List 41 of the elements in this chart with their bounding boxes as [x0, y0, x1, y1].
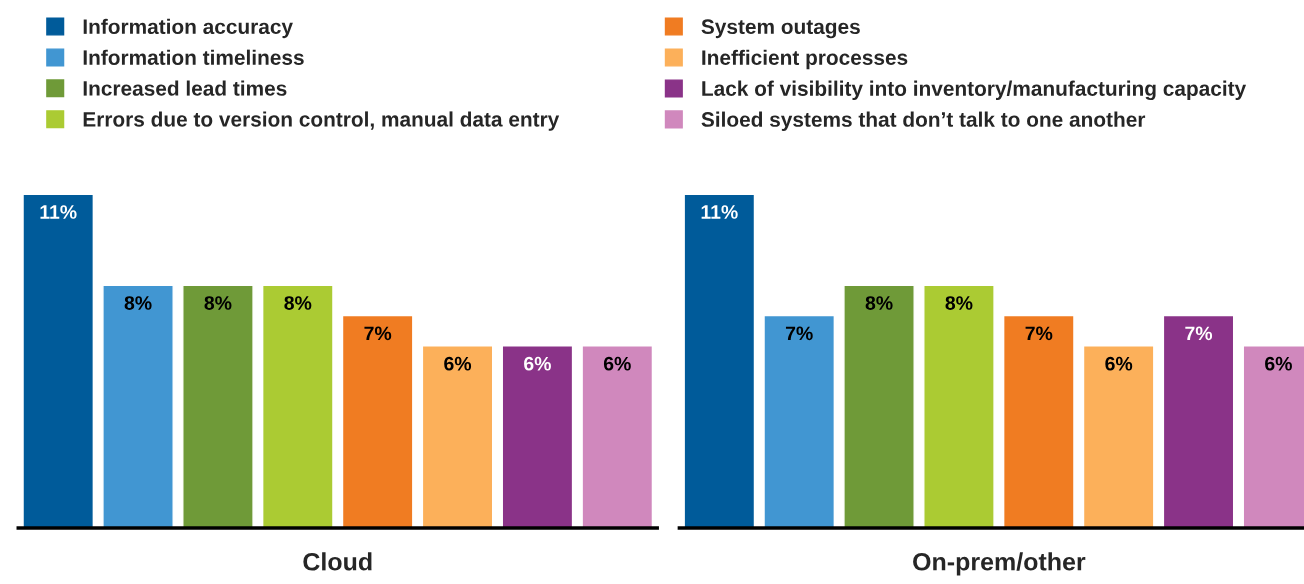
data-label: 6% — [603, 356, 631, 371]
legend-label: Lack of visibility into inventory/manufacturing capacity — [702, 80, 1247, 101]
bar — [182, 284, 254, 528]
bar — [581, 345, 654, 528]
data-label: 6% — [444, 356, 472, 371]
data-label: 8% — [865, 296, 893, 310]
legend-label: Errors due to version control, manual data entry — [83, 111, 560, 131]
legend-label: System outages — [701, 19, 860, 39]
bar — [501, 345, 574, 528]
x-axis-title: Cloud — [303, 552, 372, 571]
data-label: 11% — [40, 205, 77, 219]
bar — [763, 314, 836, 528]
bar — [1082, 345, 1155, 528]
legend-label: Information accuracy — [83, 18, 293, 39]
data-label: 8% — [124, 296, 152, 310]
data-label: 7% — [785, 326, 813, 341]
legend-label: Siloed systems that don’t talk to one another — [701, 111, 1146, 131]
legend-label: Information timeliness — [83, 49, 304, 65]
bar — [22, 193, 95, 528]
x-axis-title: On-prem/other — [913, 552, 1086, 576]
data-label: 11% — [701, 205, 738, 219]
data-label: 6% — [524, 356, 551, 371]
data-label: 6% — [1265, 356, 1292, 371]
bar — [1002, 314, 1075, 528]
bar — [261, 284, 334, 528]
data-label: 8% — [284, 296, 312, 310]
bar — [102, 284, 174, 528]
data-label: 7% — [1185, 326, 1213, 341]
data-label: 6% — [1105, 356, 1133, 371]
data-label: 8% — [204, 296, 232, 310]
data-label: 7% — [1025, 326, 1053, 341]
bar — [843, 284, 915, 528]
legend-label: Increased lead times — [83, 80, 287, 96]
bar — [923, 284, 995, 528]
bar — [683, 193, 756, 528]
data-label: 8% — [945, 296, 973, 310]
legend-label: Inefficient processes — [702, 49, 908, 70]
bar — [421, 345, 494, 528]
data-label: 7% — [364, 326, 392, 341]
bar — [1162, 314, 1235, 528]
bar — [341, 314, 414, 528]
